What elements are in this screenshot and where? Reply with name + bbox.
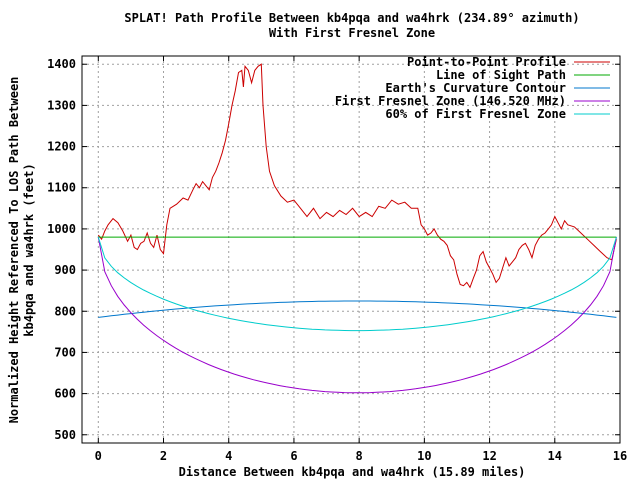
y-tick-label: 1000: [47, 222, 76, 236]
legend-label: Earth's Curvature Contour: [385, 81, 566, 95]
x-tick-label: 12: [482, 449, 496, 463]
x-tick-label: 0: [95, 449, 102, 463]
x-tick-label: 10: [417, 449, 431, 463]
x-tick-label: 14: [548, 449, 562, 463]
y-tick-label: 600: [54, 387, 76, 401]
series-line-first-fresnel-zone-146-520-mhz: [97, 237, 617, 394]
x-tick-label: 16: [613, 449, 627, 463]
series-line-earth-s-curvature-contour: [98, 300, 617, 318]
x-tick-label: 6: [290, 449, 297, 463]
plot-frame: [81, 55, 621, 444]
y-tick-label: 500: [54, 428, 76, 442]
series-line-point-to-point-profile: [97, 63, 617, 289]
x-tick-label: 4: [225, 449, 232, 463]
y-tick-label: 1100: [47, 181, 76, 195]
legend-label: 60% of First Fresnel Zone: [385, 107, 566, 121]
y-tick-label: 1300: [47, 98, 76, 112]
y-axis-label-line-2: kb4pqa and wa4hrk (feet): [22, 163, 36, 336]
chart-title: SPLAT! Path Profile Between kb4pqa and w…: [124, 11, 579, 25]
legend-label: Line of Sight Path: [436, 68, 566, 82]
x-tick-label: 2: [160, 449, 167, 463]
series-layer: [97, 63, 617, 394]
legend-label: Point-to-Point Profile: [407, 55, 566, 69]
y-tick-label: 1200: [47, 140, 76, 154]
series-line-60-of-first-fresnel-zone: [97, 236, 617, 332]
y-tick-label: 1400: [47, 57, 76, 71]
y-tick-label: 900: [54, 263, 76, 277]
ticks: 0 2 4 6 8 10 12 14 16 500 600 700 800 900 1000 1100 1200…: [47, 56, 627, 463]
y-axis-label-line-1: Normalized Height Referenced To LOS Path…: [7, 77, 21, 424]
y-tick-label: 700: [54, 345, 76, 359]
x-tick-label: 8: [356, 449, 363, 463]
legend-label: First Fresnel Zone (146.520 MHz): [335, 94, 566, 108]
chart-subtitle: With First Fresnel Zone: [269, 26, 435, 40]
x-axis-label: Distance Between kb4pqa and wa4hrk (15.8…: [179, 465, 526, 479]
y-tick-label: 800: [54, 304, 76, 318]
